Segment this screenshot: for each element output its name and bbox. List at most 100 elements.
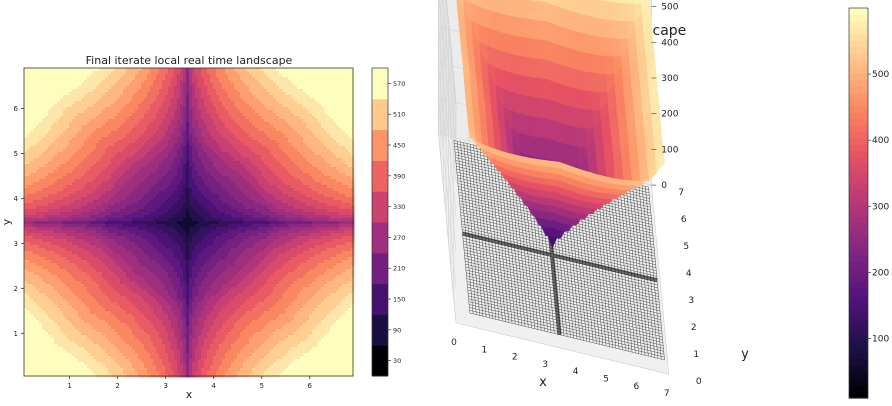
contour-cell [84, 182, 88, 186]
contour-cell [300, 179, 304, 183]
contour-cell [66, 104, 70, 108]
contour-cell [168, 74, 172, 78]
contour-cell [36, 110, 40, 114]
contour-cell [54, 122, 58, 126]
contour-cell [267, 137, 271, 141]
contour-cell [336, 110, 340, 114]
contour-cell [330, 86, 334, 90]
contour-cell [264, 68, 268, 72]
contour-cell [99, 182, 103, 186]
contour-cell [345, 80, 349, 84]
contour-cell [147, 203, 151, 207]
contour-cell [141, 134, 145, 138]
contour-cell [66, 113, 70, 117]
contour-cell [105, 134, 109, 138]
contour-cell [246, 80, 250, 84]
contour-cell [156, 113, 160, 117]
contour-cell [276, 83, 280, 87]
contour-cell [39, 191, 43, 195]
contour-cell [36, 179, 40, 183]
contour-cell [96, 188, 100, 192]
contour-cell [156, 182, 160, 186]
contour-cell [135, 92, 139, 96]
contour-cell [48, 170, 52, 174]
contour-cell [162, 80, 166, 84]
contour-cell [99, 140, 103, 144]
contour-cell [273, 185, 277, 189]
contour-cell [114, 158, 118, 162]
contour-cell [321, 125, 325, 129]
contour-cell [297, 68, 301, 72]
contour-cell [63, 137, 67, 141]
contour-cell [144, 98, 148, 102]
contour-cell [24, 86, 28, 90]
contour-cell [291, 182, 295, 186]
contour-cell [66, 203, 70, 207]
contour-cell [93, 137, 97, 141]
contour-cell [42, 77, 46, 81]
contour-cell [246, 182, 250, 186]
contour-cell [120, 173, 124, 177]
contour-cell [306, 170, 310, 174]
contour-cell [96, 182, 100, 186]
contour-cell [300, 134, 304, 138]
contour-cell [156, 173, 160, 177]
contour-cell [258, 197, 262, 201]
contour-cell [42, 80, 46, 84]
contour-cell [105, 146, 109, 150]
contour-cell [198, 158, 202, 162]
contour-cell [306, 164, 310, 168]
contour-cell [54, 200, 58, 204]
contour-cell [342, 170, 346, 174]
contour-cell [255, 152, 259, 156]
contour-cell [201, 116, 205, 120]
contour-cell [33, 191, 37, 195]
contour-cell [285, 173, 289, 177]
contour-cell [147, 71, 151, 75]
contour-cell [174, 125, 178, 129]
contour-cell [315, 179, 319, 183]
contour-cell [297, 134, 301, 138]
contour-cell [300, 110, 304, 114]
contour-cell [180, 119, 184, 123]
contour-cell [198, 92, 202, 96]
contour-cell [27, 182, 31, 186]
contour-cell [147, 158, 151, 162]
contour-cell [171, 188, 175, 192]
contour-cell [99, 164, 103, 168]
contour-cell [279, 149, 283, 153]
contour-cell [102, 188, 106, 192]
contour-cell [216, 176, 220, 180]
contour-cell [237, 143, 241, 147]
contour-cell [294, 101, 298, 105]
contour-cell [81, 74, 85, 78]
contour-cell [27, 131, 31, 135]
contour-cell [90, 113, 94, 117]
contour-cell [201, 110, 205, 114]
contour-cell [117, 185, 121, 189]
contour-cell [81, 203, 85, 207]
contour-cell [33, 110, 37, 114]
contour-cell [78, 176, 82, 180]
contour-cell [57, 194, 61, 198]
contour-cell [270, 125, 274, 129]
contour-cell [303, 110, 307, 114]
contour-cell [306, 89, 310, 93]
contour-cell [321, 152, 325, 156]
contour-cell [96, 134, 100, 138]
contour-cell [147, 185, 151, 189]
contour-cell [198, 191, 202, 195]
contour-cell [33, 83, 37, 87]
contour-cell [333, 146, 337, 150]
contour-cell [81, 161, 85, 165]
contour-cell [279, 161, 283, 165]
contour-cell [27, 152, 31, 156]
contour-cell [60, 161, 64, 165]
contour-cell [231, 197, 235, 201]
contour-cell [189, 170, 193, 174]
contour-cell [78, 92, 82, 96]
contour-cell [165, 89, 169, 93]
contour-cell [273, 146, 277, 150]
contour-cell [69, 77, 73, 81]
contour-cell [246, 149, 250, 153]
